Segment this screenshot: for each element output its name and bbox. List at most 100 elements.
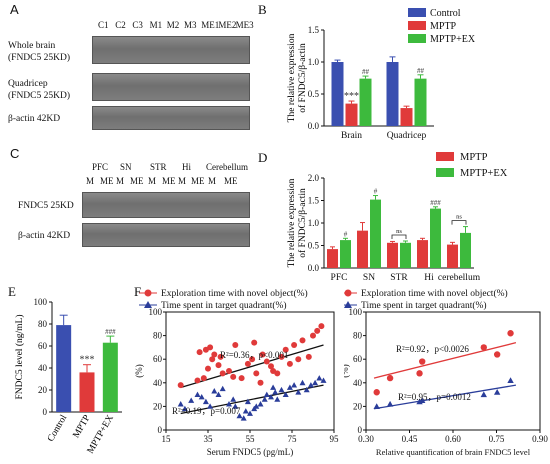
bracket <box>451 220 467 225</box>
bar <box>79 372 95 412</box>
lane-labels-a: C1 C2 C3 M1 M2 M3 ME1 ME2 ME3 <box>0 20 300 32</box>
data-point <box>295 389 302 395</box>
lane-label: C2 <box>115 20 126 30</box>
data-point <box>238 375 245 382</box>
legend-swatch <box>436 168 454 177</box>
fit-line <box>373 342 517 379</box>
lane-labels-c: M ME M ME M ME M ME M ME <box>0 176 300 188</box>
significance-mark: ### <box>105 328 116 336</box>
data-point <box>207 344 214 351</box>
significance-mark: *** <box>344 91 359 102</box>
legend-swatch <box>408 8 426 17</box>
data-point <box>373 389 380 396</box>
bar <box>414 78 427 126</box>
y-tick-label: 100 <box>34 297 48 307</box>
bar <box>387 242 398 268</box>
data-point <box>257 401 264 407</box>
panel-label-b: B <box>258 2 267 17</box>
data-point <box>373 403 380 409</box>
data-point <box>263 391 270 397</box>
y-tick-label: 2.0 <box>308 173 320 183</box>
data-point <box>263 358 270 365</box>
y-tick-label: 20 <box>353 401 363 411</box>
data-point <box>219 385 226 392</box>
data-point <box>312 379 319 386</box>
y-tick-label: 80 <box>153 331 163 341</box>
x-tick-label: 0.75 <box>489 434 505 444</box>
significance-mark: ## <box>417 67 425 75</box>
bar <box>386 62 399 126</box>
x-tick-label: PFC <box>331 273 348 283</box>
data-point <box>253 370 260 377</box>
lane-label: M <box>86 176 95 186</box>
bar <box>370 199 381 268</box>
data-point <box>230 373 237 380</box>
bar <box>400 108 413 126</box>
data-point <box>303 386 310 393</box>
data-point <box>215 362 222 369</box>
lane-label: M2 <box>166 20 180 30</box>
y-tick-label: 20 <box>153 401 163 411</box>
x-tick-label: 55 <box>246 434 256 444</box>
legend-swatch <box>436 152 454 161</box>
x-tick-label: SN <box>363 273 375 283</box>
fit-line <box>373 384 517 410</box>
significance-mark: ## <box>362 68 370 76</box>
data-point <box>318 323 325 330</box>
bar <box>340 240 351 268</box>
data-point <box>419 397 426 404</box>
y-axis-label: (%) <box>344 364 350 378</box>
lane-label: M <box>116 176 125 186</box>
data-point <box>251 339 258 346</box>
y-tick-label: 40 <box>38 363 48 373</box>
y-tick-label: 60 <box>38 341 48 351</box>
significance-mark: *** <box>80 355 95 366</box>
data-point <box>274 396 281 402</box>
data-point <box>194 377 201 384</box>
data-point <box>419 358 426 365</box>
y-tick-label: 0 <box>158 425 163 435</box>
data-point <box>177 382 184 389</box>
data-point <box>177 401 184 407</box>
data-point <box>209 356 216 363</box>
lane-label: ME2 <box>218 20 237 30</box>
fit-annotation: R²=0.36，p<0.001 <box>220 350 288 360</box>
panel-label-f: F <box>134 284 141 299</box>
lane-label: C1 <box>98 20 109 30</box>
legend-label: Time spent in target quadrant(%) <box>361 300 487 311</box>
fit-annotation: R²=0.19，p=0.007 <box>172 406 241 416</box>
blot-row-label-whole-brain: Whole brain (FNDC5 25KD) <box>8 41 71 63</box>
legend-label: Exploration time with novel object(%) <box>361 288 508 299</box>
y-axis-label: (%) <box>134 364 144 378</box>
legend-swatch <box>408 21 426 30</box>
lane-label: ME <box>100 176 114 186</box>
bar <box>331 62 344 126</box>
x-axis-label: Serum FNDC5 (pg/mL) <box>207 447 294 457</box>
region-label: STR <box>150 162 167 172</box>
x-tick-label: Control <box>46 413 69 443</box>
lane-label: ME <box>130 176 144 186</box>
y-tick-label: 0.5 <box>308 241 320 251</box>
panel-label-c: C <box>10 146 20 161</box>
bar <box>345 103 358 126</box>
data-point <box>272 389 279 395</box>
region-label: PFC <box>92 162 109 172</box>
blot-row-label-actin-c: β-actin 42KD <box>18 231 71 241</box>
data-point <box>219 370 226 377</box>
data-point <box>240 415 247 421</box>
data-point <box>291 382 298 388</box>
data-point <box>314 327 321 334</box>
panel-label-d: D <box>258 150 267 165</box>
data-point <box>278 386 285 393</box>
data-point <box>282 346 289 353</box>
data-point <box>200 375 207 382</box>
legend-label: MPTP+EX <box>430 34 476 45</box>
legend-label: MPTP <box>460 152 488 163</box>
y-tick-label: 100 <box>349 307 363 317</box>
data-point <box>247 410 253 416</box>
bar <box>400 242 411 268</box>
data-point <box>205 365 211 372</box>
significance-mark: ### <box>430 199 441 207</box>
bracket-label: ns <box>456 214 462 221</box>
